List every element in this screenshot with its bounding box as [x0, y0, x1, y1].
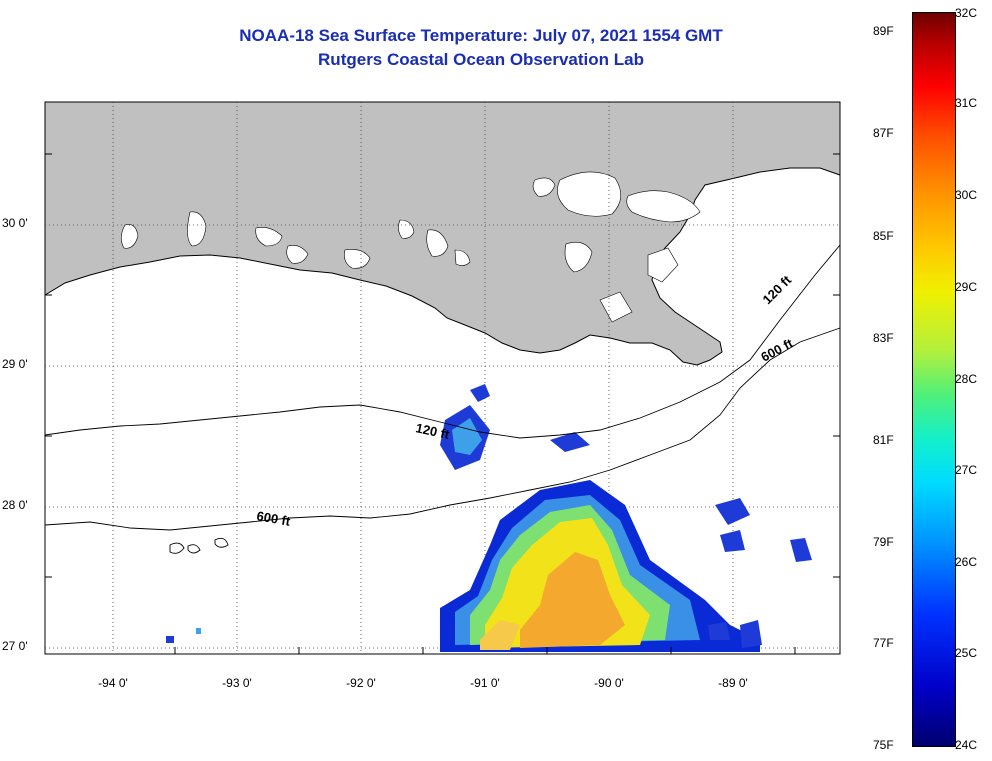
colorbar-f-75: 75F [873, 738, 894, 752]
lon-label-94: -94 0' [98, 676, 128, 690]
contour-label-600ft: 600 ft [255, 508, 292, 529]
colorbar-f-81: 81F [873, 433, 894, 447]
map-subtitle: Rutgers Coastal Ocean Observation Lab [318, 50, 644, 69]
colorbar-c-24: 24C [955, 738, 978, 752]
colorbar-f-79: 79F [873, 535, 894, 549]
lat-label-27: 27 0' [2, 639, 28, 653]
lon-label-93: -93 0' [222, 676, 252, 690]
colorbar-c-30: 30C [955, 188, 978, 202]
lon-label-89: -89 0' [718, 676, 748, 690]
lat-label-29: 29 0' [2, 357, 28, 371]
colorbar-f-77: 77F [873, 636, 894, 650]
inland-water [120, 171, 701, 323]
lon-label-90: -90 0' [594, 676, 624, 690]
colorbar-c-27: 27C [955, 463, 978, 477]
colorbar-c-31: 31C [955, 96, 978, 110]
temperature-colorbar [912, 12, 956, 747]
colorbar-f-83: 83F [873, 331, 894, 345]
colorbar-c-26: 26C [955, 555, 978, 569]
lat-label-30: 30 0' [2, 216, 28, 230]
sst-data [166, 384, 812, 652]
colorbar-f-89: 89F [873, 24, 894, 38]
map-ticks [45, 153, 840, 654]
colorbar-c-29: 29C [955, 280, 978, 294]
colorbar-f-87: 87F [873, 126, 894, 140]
bathymetry-contours [44, 244, 841, 554]
colorbar-c-25: 25C [955, 646, 978, 660]
lon-label-91: -91 0' [470, 676, 500, 690]
lat-label-28: 28 0' [2, 498, 28, 512]
lon-label-92: -92 0' [346, 676, 376, 690]
colorbar-c-28: 28C [955, 372, 978, 386]
colorbar-f-85: 85F [873, 229, 894, 243]
map-title: NOAA-18 Sea Surface Temperature: July 07… [239, 26, 723, 45]
sst-map: 120 ft 600 ft 120 ft 600 ft [44, 101, 841, 655]
contour-label-120ft: 120 ft [414, 420, 451, 442]
graticule [45, 102, 840, 654]
colorbar-c-32: 32C [955, 6, 978, 20]
